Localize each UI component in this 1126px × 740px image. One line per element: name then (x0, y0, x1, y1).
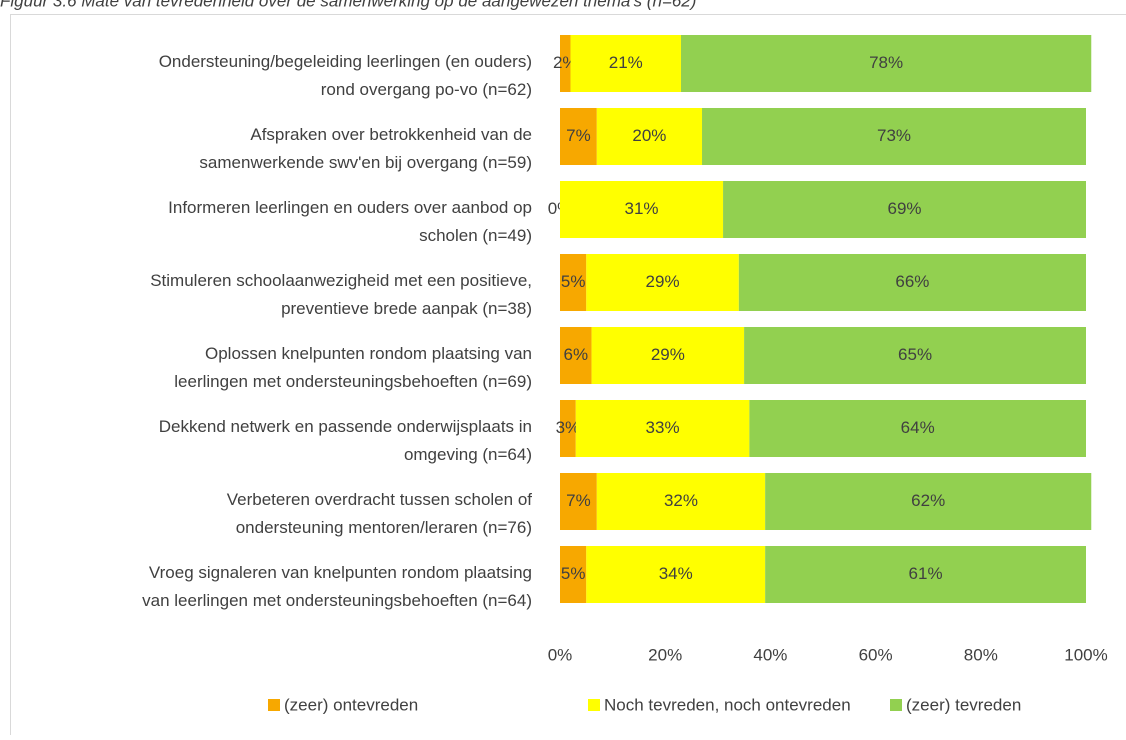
data-label: 32% (664, 491, 698, 510)
data-label: 31% (625, 199, 659, 218)
data-label: 21% (609, 53, 643, 72)
x-tick-label: 0% (548, 645, 573, 664)
data-label: 7% (566, 126, 591, 145)
chart-title: Figuur 3.6 Mate van tevredenheid over de… (0, 0, 696, 10)
category-label: Stimuleren schoolaanwezigheid met een po… (150, 271, 532, 290)
data-label: 6% (563, 345, 588, 364)
data-label: 33% (646, 418, 680, 437)
data-label: 66% (895, 272, 929, 291)
category-label: preventieve brede aanpak (n=38) (281, 299, 532, 318)
category-label: Verbeteren overdracht tussen scholen of (227, 490, 533, 509)
data-label: 64% (901, 418, 935, 437)
x-tick-label: 100% (1064, 645, 1107, 664)
data-label: 61% (909, 564, 943, 583)
data-label: 29% (651, 345, 685, 364)
data-label: 69% (888, 199, 922, 218)
data-label: 62% (911, 491, 945, 510)
category-label: Dekkend netwerk en passende onderwijspla… (159, 417, 532, 436)
data-label: 20% (632, 126, 666, 145)
x-tick-label: 40% (753, 645, 787, 664)
category-label: Afspraken over betrokkenheid van de (250, 125, 532, 144)
legend-swatch (588, 699, 600, 711)
data-label: 65% (898, 345, 932, 364)
x-tick-label: 80% (964, 645, 998, 664)
category-label: leerlingen met ondersteuningsbehoeften (… (174, 372, 532, 391)
legend-label: Noch tevreden, noch ontevreden (604, 695, 851, 714)
category-label: Informeren leerlingen en ouders over aan… (168, 198, 532, 217)
category-label: Vroeg signaleren van knelpunten rondom p… (149, 563, 532, 582)
category-label: scholen (n=49) (419, 226, 532, 245)
category-label: Oplossen knelpunten rondom plaatsing van (205, 344, 532, 363)
category-label: Ondersteuning/begeleiding leerlingen (en… (159, 52, 532, 71)
x-tick-label: 60% (859, 645, 893, 664)
legend-label: (zeer) ontevreden (284, 695, 418, 714)
legend-swatch (890, 699, 902, 711)
category-label: ondersteuning mentoren/leraren (n=76) (236, 518, 532, 537)
category-label: omgeving (n=64) (404, 445, 532, 464)
x-tick-label: 20% (648, 645, 682, 664)
category-label: van leerlingen met ondersteuningsbehoeft… (142, 591, 532, 610)
data-label: 73% (877, 126, 911, 145)
category-label: rond overgang po-vo (n=62) (321, 80, 532, 99)
legend-label: (zeer) tevreden (906, 695, 1021, 714)
category-label: samenwerkende swv'en bij overgang (n=59) (199, 153, 532, 172)
legend-swatch (268, 699, 280, 711)
data-label: 5% (561, 272, 586, 291)
data-label: 34% (659, 564, 693, 583)
data-label: 5% (561, 564, 586, 583)
data-label: 7% (566, 491, 591, 510)
data-label: 78% (869, 53, 903, 72)
data-label: 29% (646, 272, 680, 291)
